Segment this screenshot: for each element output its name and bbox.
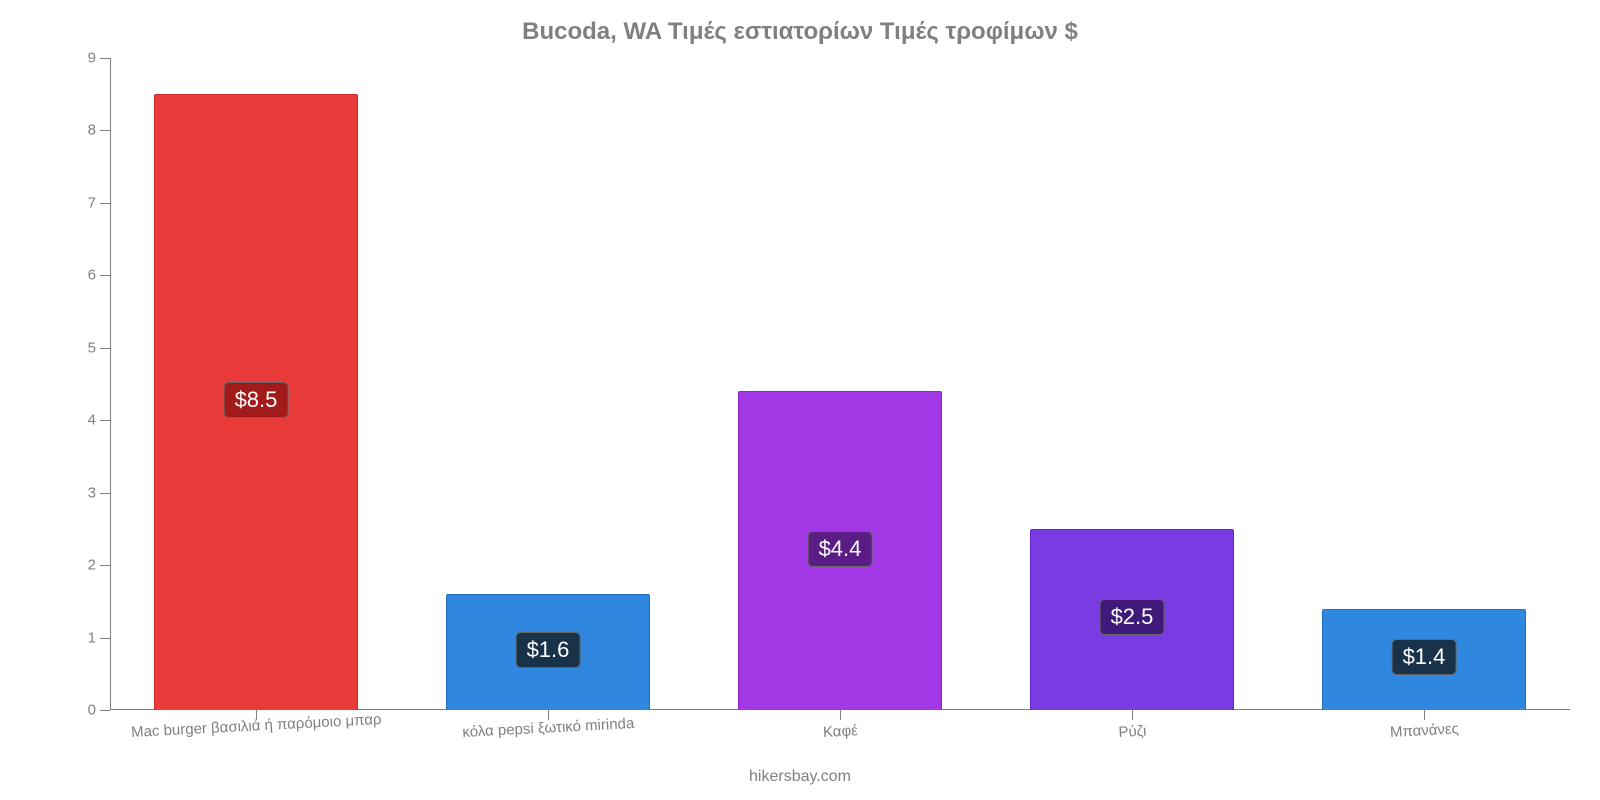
value-badge: $4.4 xyxy=(808,531,873,567)
y-axis-tick-label: 4 xyxy=(88,412,96,429)
y-axis-tick xyxy=(100,638,110,639)
bar-slot: $4.4 xyxy=(738,58,942,710)
bar-slot: $2.5 xyxy=(1030,58,1234,710)
y-axis-tick-label: 9 xyxy=(88,50,96,67)
y-axis-tick-label: 1 xyxy=(88,629,96,646)
y-axis-tick xyxy=(100,275,110,276)
y-axis-tick-label: 7 xyxy=(88,194,96,211)
y-axis-tick xyxy=(100,493,110,494)
value-badge: $2.5 xyxy=(1100,599,1165,635)
y-axis xyxy=(110,58,111,710)
bar-slot: $1.6 xyxy=(446,58,650,710)
y-axis-tick xyxy=(100,203,110,204)
y-axis-tick-label: 8 xyxy=(88,122,96,139)
value-badge: $1.4 xyxy=(1392,639,1457,675)
category-label: Μπανάνες xyxy=(1390,720,1460,741)
chart-title: Bucoda, WA Τιμές εστιατορίων Τιμές τροφί… xyxy=(0,0,1600,46)
x-axis-tick xyxy=(1132,710,1133,720)
food-prices-chart: Bucoda, WA Τιμές εστιατορίων Τιμές τροφί… xyxy=(0,0,1600,800)
y-axis-tick xyxy=(100,565,110,566)
y-axis-tick-label: 3 xyxy=(88,484,96,501)
category-label: κόλα pepsi ξωτικό mirinda xyxy=(462,715,635,741)
x-axis-tick xyxy=(1424,710,1425,720)
category-label: Ρύζι xyxy=(1118,723,1147,741)
value-badge: $8.5 xyxy=(224,382,289,418)
plot-area: 0123456789$8.5Mac burger βασιλιά ή παρόμ… xyxy=(110,58,1570,710)
y-axis-tick xyxy=(100,710,110,711)
y-axis-tick-label: 0 xyxy=(88,702,96,719)
footer-credit: hikersbay.com xyxy=(749,768,851,786)
x-axis-tick xyxy=(840,710,841,720)
value-badge: $1.6 xyxy=(516,632,581,668)
y-axis-tick xyxy=(100,130,110,131)
bar-slot: $8.5 xyxy=(154,58,358,710)
y-axis-tick-label: 6 xyxy=(88,267,96,284)
y-axis-tick xyxy=(100,348,110,349)
y-axis-tick xyxy=(100,58,110,59)
bar-slot: $1.4 xyxy=(1322,58,1526,710)
y-axis-tick xyxy=(100,420,110,421)
category-label: Καφέ xyxy=(823,722,859,741)
y-axis-tick-label: 2 xyxy=(88,557,96,574)
y-axis-tick-label: 5 xyxy=(88,339,96,356)
